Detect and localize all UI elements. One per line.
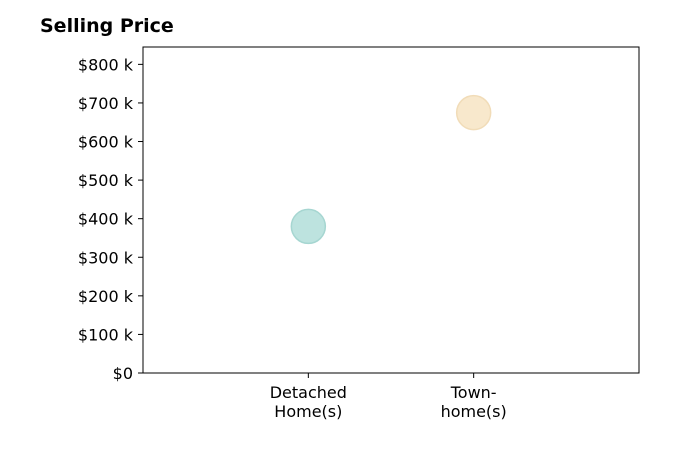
x-axis: Detached Home(s) Town-home(s) — [270, 373, 507, 421]
plot-frame — [142, 46, 640, 374]
data-point — [455, 94, 492, 131]
y-tick-label: $300 k — [78, 248, 134, 267]
y-tick-label: $800 k — [78, 55, 134, 74]
x-tick-label: Detached Home(s) — [270, 383, 347, 421]
y-tick-label: $500 k — [78, 171, 134, 190]
y-tick-label: $400 k — [78, 210, 134, 229]
y-tick-label: $100 k — [78, 325, 134, 344]
y-tick-label: $0 — [113, 364, 133, 383]
data-points — [290, 94, 492, 245]
chart-title: Selling Price — [40, 15, 174, 37]
y-tick-label: $600 k — [78, 133, 134, 152]
y-tick-label: $200 k — [78, 287, 134, 306]
y-tick-label: $700 k — [78, 94, 134, 113]
x-tick-label: Town-home(s) — [441, 383, 507, 421]
y-axis: $0 $100 k $200 k $300 k $400 k $500 k $600 k $7… — [78, 55, 143, 383]
data-point — [290, 208, 327, 245]
